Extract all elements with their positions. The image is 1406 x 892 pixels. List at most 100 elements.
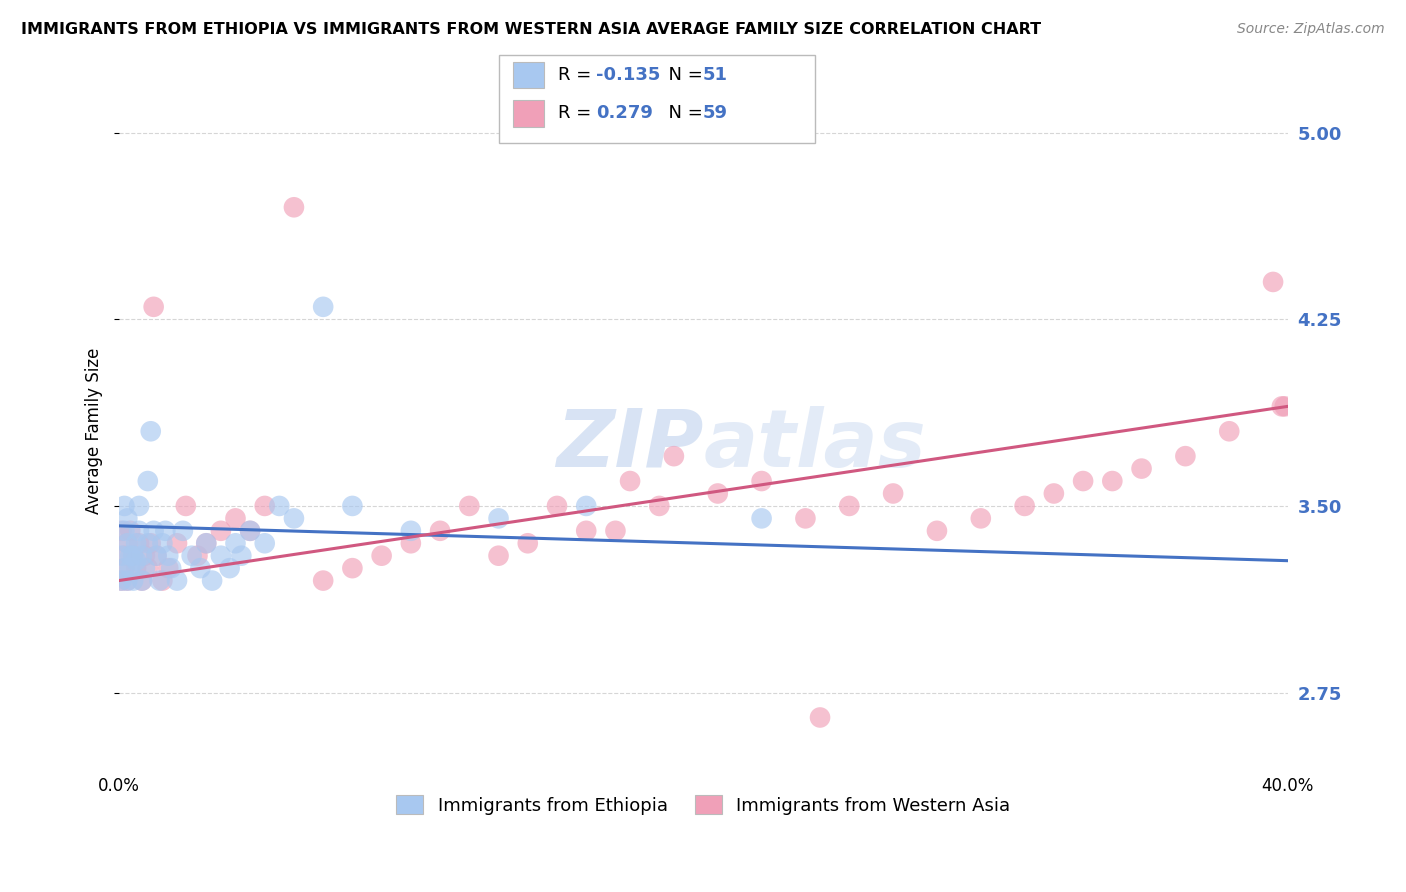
Point (125, 554, 148, 568)
Point (751, 474, 773, 488)
Text: 59: 59 (703, 104, 728, 122)
Point (224, 511, 246, 525)
Point (112, 561, 135, 575)
Point (1218, 424, 1240, 438)
Point (516, 536, 538, 550)
Point (283, 511, 305, 525)
Point (122, 549, 145, 563)
Point (925, 524, 948, 538)
Point (458, 499, 481, 513)
Point (619, 474, 641, 488)
Y-axis label: Average Family Size: Average Family Size (86, 348, 103, 515)
Point (112, 524, 135, 538)
Text: 0.279: 0.279 (596, 104, 652, 122)
Point (134, 561, 156, 575)
Point (131, 549, 153, 563)
Point (1101, 474, 1123, 488)
Point (148, 574, 170, 588)
Point (128, 536, 150, 550)
Point (125, 536, 148, 550)
Point (575, 499, 598, 513)
Point (112, 561, 135, 575)
Point (131, 574, 153, 588)
Point (122, 574, 145, 588)
Point (136, 536, 159, 550)
Text: 51: 51 (703, 66, 728, 84)
Point (157, 549, 180, 563)
Point (575, 524, 598, 538)
Point (984, 810, 1007, 824)
Point (110, 524, 132, 538)
Text: Source: ZipAtlas.com: Source: ZipAtlas.com (1237, 22, 1385, 37)
Point (1043, 486, 1066, 500)
Point (970, 511, 993, 525)
Point (136, 474, 159, 488)
Point (112, 499, 135, 513)
Point (131, 574, 153, 588)
Point (120, 524, 142, 538)
Point (399, 536, 422, 550)
Point (342, 561, 364, 575)
Point (1071, 474, 1094, 488)
Point (110, 549, 132, 563)
Point (808, 710, 831, 724)
Point (706, 486, 728, 500)
Point (120, 561, 142, 575)
Point (239, 524, 262, 538)
Point (269, 499, 291, 513)
Point (128, 499, 150, 513)
Text: R =: R = (558, 66, 598, 84)
Point (1130, 461, 1153, 475)
Point (145, 549, 167, 563)
Point (253, 499, 276, 513)
Point (1274, 400, 1296, 414)
Point (648, 499, 671, 513)
Text: IMMIGRANTS FROM ETHIOPIA VS IMMIGRANTS FROM WESTERN ASIA AVERAGE FAMILY SIZE COR: IMMIGRANTS FROM ETHIOPIA VS IMMIGRANTS F… (21, 22, 1042, 37)
Point (429, 524, 451, 538)
Point (209, 524, 232, 538)
Point (166, 536, 188, 550)
Point (224, 536, 246, 550)
Point (145, 549, 167, 563)
Point (110, 574, 132, 588)
Point (122, 549, 145, 563)
Point (342, 499, 364, 513)
Point (166, 574, 188, 588)
Point (142, 300, 165, 314)
Point (312, 574, 335, 588)
Point (751, 511, 773, 525)
Text: R =: R = (558, 104, 598, 122)
Point (142, 524, 165, 538)
Point (201, 574, 224, 588)
Text: ZIP: ZIP (555, 406, 703, 483)
Point (120, 549, 142, 563)
Point (157, 561, 180, 575)
Point (117, 536, 139, 550)
Point (174, 499, 197, 513)
Point (186, 549, 208, 563)
Point (117, 574, 139, 588)
Point (209, 549, 232, 563)
Point (370, 549, 392, 563)
Text: atlas: atlas (703, 406, 927, 483)
Point (283, 200, 305, 214)
Point (546, 499, 568, 513)
Point (882, 486, 904, 500)
Point (195, 536, 218, 550)
Point (1188, 810, 1211, 824)
Point (110, 574, 132, 588)
Point (312, 300, 335, 314)
Point (134, 549, 156, 563)
Point (231, 549, 253, 563)
Point (488, 549, 510, 563)
Point (488, 511, 510, 525)
Point (253, 536, 276, 550)
Point (1174, 449, 1197, 463)
Point (125, 561, 148, 575)
Point (662, 449, 685, 463)
Point (838, 499, 860, 513)
Point (136, 561, 159, 575)
Point (128, 524, 150, 538)
Point (117, 574, 139, 588)
Point (139, 424, 162, 438)
